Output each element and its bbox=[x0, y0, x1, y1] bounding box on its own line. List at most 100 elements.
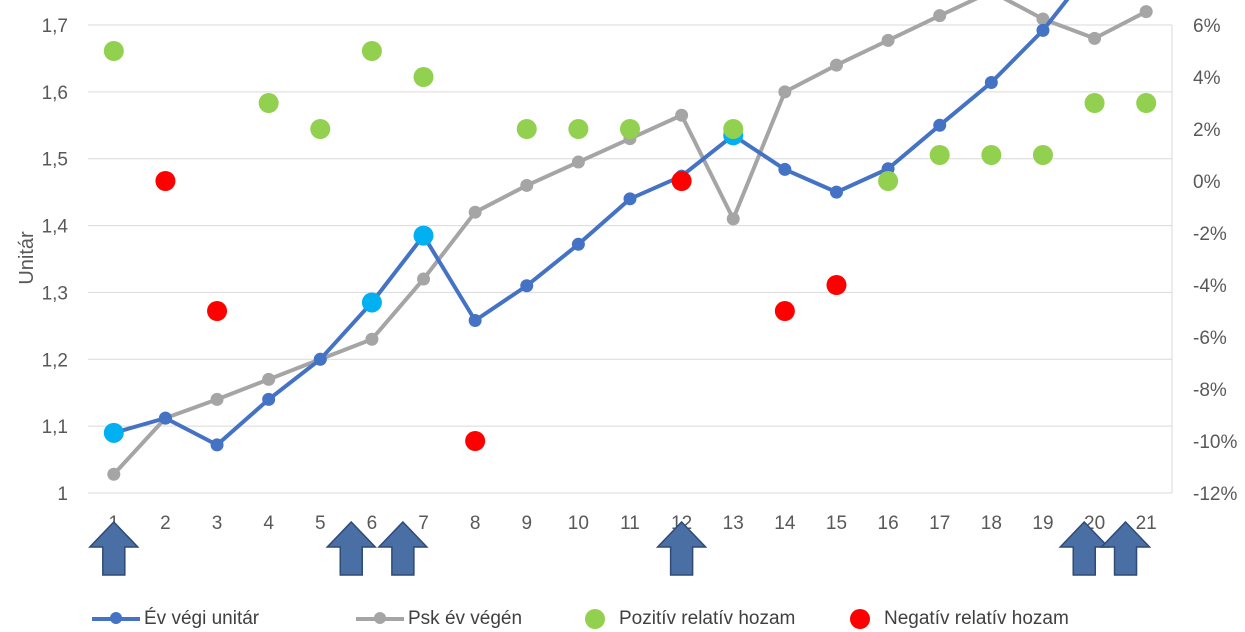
x-tick-label: 10 bbox=[568, 513, 589, 534]
scatter-point bbox=[465, 431, 486, 451]
x-tick-label: 2 bbox=[160, 513, 171, 534]
scatter-point bbox=[103, 41, 124, 61]
series-point bbox=[1088, 31, 1102, 45]
y-axis: 1 1,1 1,2 1,3 1,4 1,5 1,6 1,7 bbox=[42, 16, 69, 505]
y2-tick-label: 0% bbox=[1193, 172, 1221, 193]
x-tick-label: 16 bbox=[878, 513, 899, 534]
x-tick-label: 11 bbox=[620, 513, 640, 534]
legend-item-unitar: Év végi unitár bbox=[92, 608, 259, 630]
series-point bbox=[210, 438, 224, 452]
x-tick-label: 8 bbox=[470, 513, 481, 534]
x-tick-label: 17 bbox=[929, 513, 950, 534]
legend-label-unitar: Év végi unitár bbox=[144, 608, 260, 629]
series-point bbox=[778, 85, 792, 99]
y2-tick-label: 2% bbox=[1193, 120, 1221, 141]
series-point bbox=[468, 314, 482, 328]
x-tick-label: 14 bbox=[774, 513, 796, 534]
x-tick-label: 19 bbox=[1032, 513, 1053, 534]
scatter-point bbox=[361, 41, 382, 61]
series-point bbox=[158, 411, 172, 425]
x-tick-label: 5 bbox=[315, 513, 326, 534]
x-tick-label: 21 bbox=[1136, 513, 1157, 534]
y-tick-label: 1,1 bbox=[42, 417, 68, 438]
y2-tick-label: 4% bbox=[1193, 68, 1221, 89]
x-tick-label: 3 bbox=[212, 513, 223, 534]
y2-tick-label: -4% bbox=[1193, 276, 1227, 297]
scatter-point bbox=[310, 119, 331, 139]
series-point bbox=[262, 392, 276, 406]
y-tick-label: 1,6 bbox=[42, 83, 68, 104]
scatter-point bbox=[1032, 145, 1053, 165]
legend-label-negative: Negatív relatív hozam bbox=[884, 608, 1069, 629]
scatter-point bbox=[568, 119, 589, 139]
y2-tick-label: -10% bbox=[1193, 432, 1237, 453]
series-point bbox=[313, 352, 327, 366]
chart: 1 1,1 1,2 1,3 1,4 1,5 1,6 1,7 -12% -10% -8% -6% -4%… bbox=[16, 0, 1237, 576]
series-point bbox=[933, 118, 947, 132]
x-tick-label: 9 bbox=[521, 513, 532, 534]
y2-tick-label: -6% bbox=[1193, 328, 1227, 349]
scatter-point bbox=[1136, 93, 1157, 113]
scatter-point bbox=[1084, 93, 1105, 113]
scatter-point bbox=[981, 145, 1002, 165]
legend-swatch-positive bbox=[585, 609, 605, 629]
scatter-point bbox=[516, 119, 537, 139]
series-point bbox=[675, 108, 689, 122]
series-point bbox=[107, 467, 121, 481]
y2-tick-label: 6% bbox=[1193, 16, 1221, 37]
series-point bbox=[881, 33, 895, 47]
y-tick-label: 1,7 bbox=[42, 16, 68, 37]
up-arrow-icon bbox=[88, 520, 140, 576]
arrows bbox=[88, 520, 1152, 576]
x-tick-label: 4 bbox=[263, 513, 274, 534]
series-point bbox=[365, 332, 379, 346]
scatter-point bbox=[826, 275, 847, 295]
highlight-point bbox=[361, 292, 382, 313]
x-tick-label: 13 bbox=[723, 513, 744, 534]
series-point bbox=[520, 178, 534, 192]
legend-swatch-negative bbox=[850, 609, 870, 629]
scatter-point bbox=[774, 301, 795, 321]
legend-label-positive: Pozitív relatív hozam bbox=[619, 608, 796, 629]
y2-tick-label: -12% bbox=[1193, 484, 1237, 505]
scatter-point bbox=[620, 119, 640, 139]
series-point bbox=[984, 75, 998, 89]
up-arrow-icon bbox=[655, 520, 708, 576]
y-tick-label: 1,3 bbox=[42, 283, 68, 304]
series-point bbox=[520, 279, 534, 293]
scatter-point bbox=[671, 171, 692, 191]
series-point bbox=[933, 9, 947, 23]
scatter-point bbox=[723, 119, 744, 139]
gridlines bbox=[88, 24, 1172, 494]
y-tick-label: 1,5 bbox=[42, 150, 68, 171]
y-tick-label: 1 bbox=[57, 484, 68, 505]
series-point bbox=[210, 392, 224, 406]
legend: Év végi unitár Psk év végén Pozitív rela… bbox=[0, 600, 1245, 632]
series-point bbox=[778, 162, 792, 176]
legend-item-psk: Psk év végén bbox=[356, 608, 522, 630]
secondary-y-axis: -12% -10% -8% -6% -4% -2% 0% 2% 4% 6% bbox=[1171, 16, 1237, 505]
series-point bbox=[262, 372, 276, 386]
y2-tick-label: -2% bbox=[1193, 224, 1227, 245]
scatter-point bbox=[258, 93, 279, 113]
y-tick-label: 1,4 bbox=[42, 217, 69, 238]
series-point bbox=[829, 185, 843, 199]
x-axis: 123456789101112131415161718192021 bbox=[109, 513, 1157, 534]
scatter-points bbox=[103, 41, 1157, 451]
series-point bbox=[417, 272, 431, 286]
up-arrow-icon bbox=[377, 520, 429, 576]
series-point bbox=[829, 58, 843, 72]
series-point bbox=[623, 192, 637, 206]
y-axis-label: Unitár bbox=[16, 231, 38, 285]
x-tick-label: 6 bbox=[367, 513, 378, 534]
x-tick-label: 15 bbox=[826, 513, 847, 534]
x-tick-label: 7 bbox=[418, 513, 429, 534]
up-arrow-icon bbox=[1099, 520, 1152, 576]
scatter-point bbox=[207, 301, 228, 321]
scatter-point bbox=[155, 171, 176, 191]
scatter-point bbox=[878, 171, 899, 191]
series-point bbox=[571, 155, 585, 169]
highlight-point bbox=[103, 422, 124, 443]
legend-label-psk: Psk év végén bbox=[408, 608, 523, 629]
y-tick-label: 1,2 bbox=[42, 350, 68, 371]
